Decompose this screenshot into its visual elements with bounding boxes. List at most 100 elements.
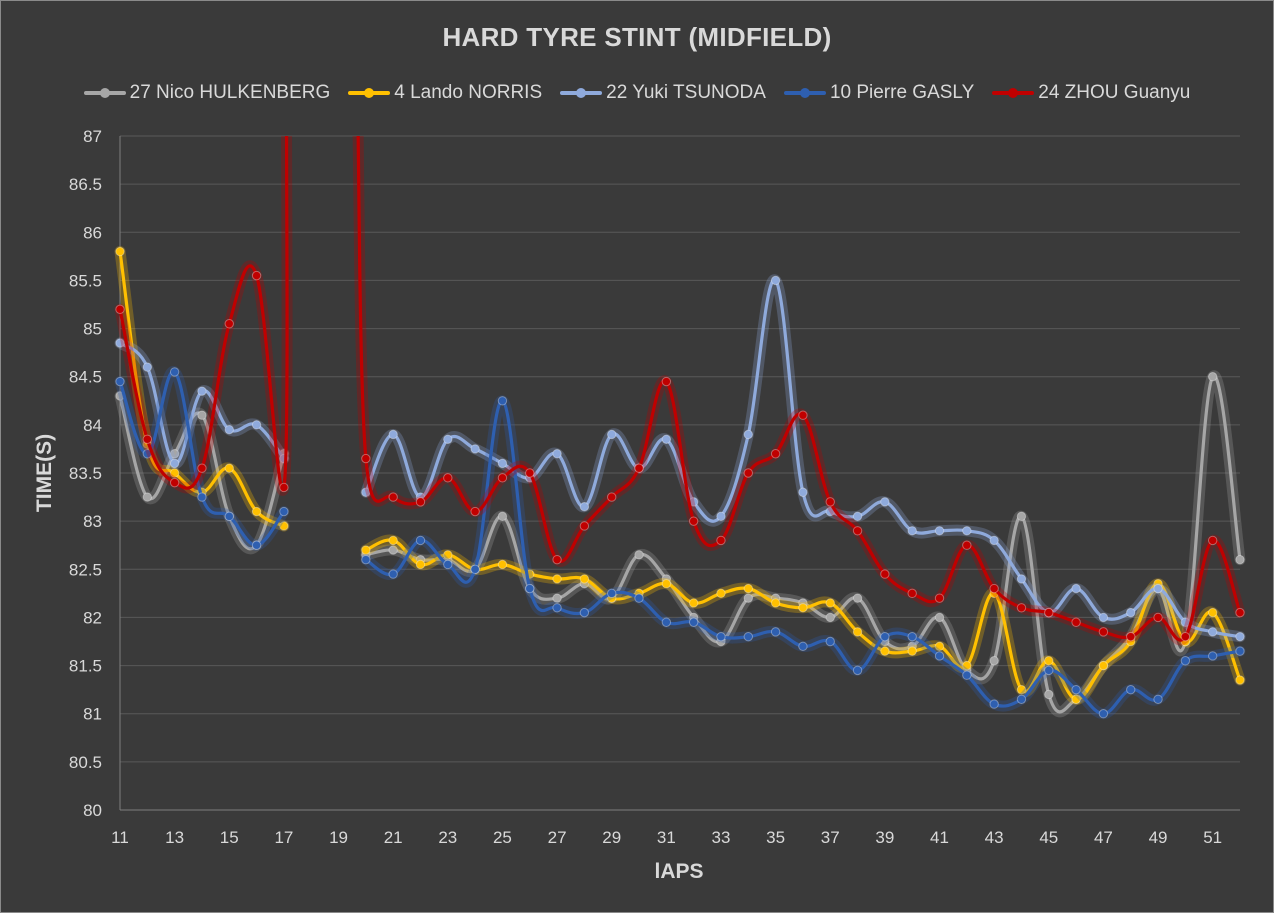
data-point: [743, 631, 753, 642]
data-point: [989, 583, 999, 594]
data-point: [1016, 684, 1027, 695]
data-point: [798, 641, 808, 652]
data-point: [989, 535, 999, 546]
data-point: [497, 396, 508, 406]
data-point: [579, 502, 590, 512]
data-point: [1207, 651, 1218, 661]
data-point: [1016, 511, 1027, 522]
legend-swatch: [992, 88, 1035, 98]
y-tick-label: 80: [83, 801, 102, 820]
data-point: [743, 468, 753, 478]
y-tick-label: 85: [83, 320, 102, 339]
data-point: [1126, 684, 1136, 695]
data-point: [907, 526, 917, 536]
y-tick-label: 80.5: [69, 753, 102, 772]
data-point: [688, 617, 699, 627]
data-point: [934, 651, 945, 661]
data-point: [1207, 627, 1218, 637]
data-point: [661, 434, 672, 444]
y-tick-label: 81.5: [69, 657, 102, 676]
data-point: [361, 453, 371, 464]
data-point: [443, 559, 453, 570]
chart-legend: 27 Nico HULKENBERG 4 Lando NORRIS 22 Yuki …: [0, 82, 1274, 104]
data-point: [552, 593, 562, 603]
data-point: [716, 588, 726, 599]
data-point: [743, 429, 753, 440]
data-point: [852, 665, 863, 676]
x-axis-label: lAPS: [654, 860, 703, 883]
data-point: [1071, 583, 1081, 594]
data-point: [169, 367, 180, 377]
data-point: [1071, 617, 1081, 627]
data-point: [388, 569, 398, 579]
x-tick-label: 39: [875, 828, 894, 847]
data-point: [770, 449, 781, 459]
data-point: [1044, 607, 1054, 618]
data-point: [552, 449, 562, 459]
y-tick-label: 83.5: [69, 464, 102, 483]
legend-swatch: [783, 88, 826, 98]
data-point: [634, 593, 644, 603]
data-point: [634, 463, 644, 473]
data-point: [1235, 675, 1245, 685]
data-point: [279, 506, 289, 517]
data-point: [470, 444, 480, 454]
data-point: [934, 593, 945, 603]
data-point: [770, 275, 781, 286]
data-point: [634, 550, 644, 560]
data-point: [224, 424, 234, 435]
data-point: [579, 521, 590, 531]
data-point: [1071, 684, 1081, 695]
series-4: [114, 136, 1246, 646]
data-point: [115, 246, 125, 257]
legend-swatch: [348, 88, 391, 98]
series-line: [118, 136, 289, 492]
y-axis-label: TIME(S): [33, 434, 56, 512]
data-point: [1207, 607, 1218, 618]
legend-item: 24 ZHOU Guanyu: [992, 82, 1190, 104]
data-point: [962, 526, 972, 536]
data-point: [169, 458, 180, 469]
chart-title: HARD TYRE STINT (MIDFIELD): [442, 22, 832, 52]
data-point: [688, 516, 699, 526]
x-tick-label: 49: [1149, 828, 1168, 847]
data-point: [1126, 607, 1136, 618]
y-tick-label: 82: [83, 608, 102, 627]
data-point: [880, 646, 890, 656]
y-tick-labels: 80 80.5 81 81.5 82 82.5 83 83.5 84 84.5 85 85.5 86 86…: [69, 127, 102, 820]
data-point: [661, 579, 672, 589]
x-tick-labels: 11 13 15 17 19 21 23 25 27 29 31 33 35 37 39 41 43 45 47 49…: [111, 828, 1222, 847]
data-point: [607, 429, 617, 440]
data-point: [224, 319, 234, 329]
data-point: [470, 564, 480, 574]
data-point: [798, 410, 808, 420]
data-point: [142, 492, 153, 502]
data-point: [388, 429, 398, 440]
data-point: [251, 420, 262, 430]
data-point: [115, 304, 125, 315]
data-point: [169, 477, 180, 488]
data-point: [907, 631, 917, 642]
data-point: [989, 699, 999, 709]
legend-swatch: [83, 88, 126, 98]
data-point: [825, 497, 835, 507]
data-point: [798, 603, 808, 613]
y-tick-label: 84: [83, 416, 102, 435]
data-point: [1235, 607, 1245, 618]
data-point: [197, 386, 207, 396]
data-point: [880, 497, 890, 507]
data-point: [661, 376, 672, 387]
data-point: [1235, 554, 1245, 565]
data-point: [415, 535, 426, 546]
data-point: [115, 338, 125, 348]
data-point: [251, 506, 262, 517]
data-point: [197, 492, 207, 502]
y-tick-label: 87: [83, 127, 102, 146]
data-point: [251, 540, 262, 550]
data-point: [197, 410, 207, 420]
data-point: [497, 511, 508, 522]
legend-item: 27 Nico HULKENBERG: [83, 82, 330, 104]
data-point: [1180, 656, 1191, 666]
